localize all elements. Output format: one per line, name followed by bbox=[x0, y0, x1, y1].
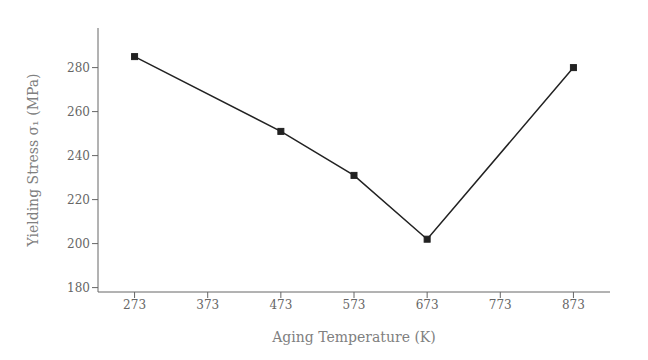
svg-text:180: 180 bbox=[67, 281, 90, 295]
svg-text:Yielding Stress σ₁ (MPa): Yielding Stress σ₁ (MPa) bbox=[25, 73, 41, 247]
svg-text:473: 473 bbox=[269, 298, 292, 312]
svg-text:273: 273 bbox=[123, 298, 146, 312]
svg-text:200: 200 bbox=[67, 237, 90, 251]
svg-text:773: 773 bbox=[489, 298, 512, 312]
svg-text:240: 240 bbox=[67, 149, 90, 163]
svg-text:873: 873 bbox=[562, 298, 585, 312]
svg-text:220: 220 bbox=[67, 193, 90, 207]
svg-text:Aging Temperature (K): Aging Temperature (K) bbox=[271, 329, 436, 345]
svg-text:373: 373 bbox=[196, 298, 219, 312]
svg-text:673: 673 bbox=[416, 298, 439, 312]
svg-text:280: 280 bbox=[67, 61, 90, 75]
svg-text:260: 260 bbox=[67, 105, 90, 119]
svg-text:573: 573 bbox=[343, 298, 366, 312]
